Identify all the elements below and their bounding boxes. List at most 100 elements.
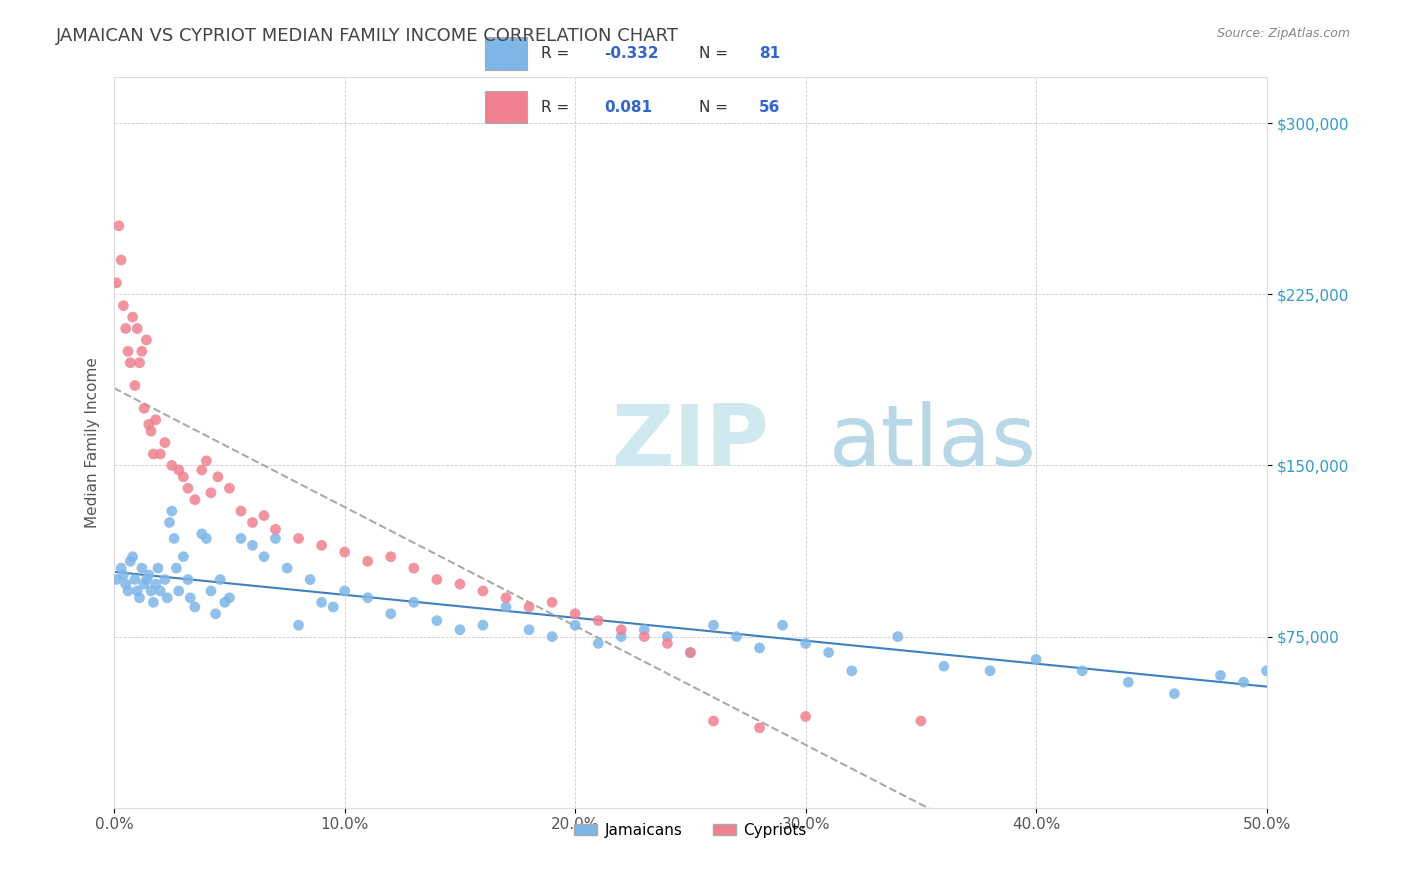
Point <box>725 630 748 644</box>
Point <box>172 549 194 564</box>
FancyBboxPatch shape <box>485 37 527 70</box>
Text: Source: ZipAtlas.com: Source: ZipAtlas.com <box>1216 27 1350 40</box>
Point <box>633 630 655 644</box>
Point <box>184 599 207 614</box>
Point <box>541 630 564 644</box>
Point <box>1302 659 1324 673</box>
Point <box>145 577 167 591</box>
Legend: Jamaicans, Cypriots: Jamaicans, Cypriots <box>568 817 813 844</box>
Point <box>121 549 143 564</box>
Point <box>471 583 494 598</box>
Point <box>131 561 153 575</box>
Point <box>114 321 136 335</box>
Point <box>564 618 586 632</box>
Point <box>287 618 309 632</box>
Point <box>135 333 157 347</box>
Point <box>449 577 471 591</box>
Point <box>209 573 232 587</box>
Point <box>887 630 910 644</box>
Point <box>156 591 179 605</box>
Point <box>748 640 770 655</box>
Point <box>702 714 724 728</box>
Point <box>564 607 586 621</box>
Point <box>333 545 356 559</box>
Point <box>114 577 136 591</box>
Point <box>127 583 149 598</box>
Point <box>124 573 146 587</box>
Point <box>200 485 222 500</box>
Point <box>195 532 218 546</box>
Point <box>105 573 128 587</box>
Point <box>679 646 702 660</box>
Point <box>253 508 276 523</box>
Point <box>160 504 183 518</box>
Point <box>105 276 128 290</box>
Point <box>380 607 402 621</box>
Point <box>135 573 157 587</box>
Point <box>264 532 287 546</box>
Text: 0.081: 0.081 <box>605 100 652 114</box>
Point <box>128 356 150 370</box>
Point <box>117 344 139 359</box>
Point <box>380 549 402 564</box>
Point <box>242 516 264 530</box>
Y-axis label: Median Family Income: Median Family Income <box>86 357 100 528</box>
Point <box>124 378 146 392</box>
Point <box>110 252 132 267</box>
Point <box>932 659 955 673</box>
Point <box>1025 652 1047 666</box>
Point <box>134 401 156 416</box>
Point <box>139 583 162 598</box>
Text: JAMAICAN VS CYPRIOT MEDIAN FAMILY INCOME CORRELATION CHART: JAMAICAN VS CYPRIOT MEDIAN FAMILY INCOME… <box>56 27 679 45</box>
Point <box>153 435 176 450</box>
Point <box>910 714 932 728</box>
Point <box>128 591 150 605</box>
Point <box>172 470 194 484</box>
Point <box>748 721 770 735</box>
Point <box>471 618 494 632</box>
Text: 81: 81 <box>759 46 780 61</box>
Point <box>495 599 517 614</box>
Point <box>149 583 172 598</box>
Point <box>657 630 679 644</box>
Point <box>134 577 156 591</box>
Point <box>541 595 564 609</box>
Point <box>167 583 190 598</box>
Point <box>333 583 356 598</box>
Point <box>402 561 425 575</box>
Point <box>794 636 817 650</box>
Point <box>1163 687 1185 701</box>
Point <box>107 219 129 233</box>
Text: 56: 56 <box>759 100 780 114</box>
Point <box>121 310 143 324</box>
Point <box>112 299 135 313</box>
Point <box>253 549 276 564</box>
Point <box>177 573 200 587</box>
Point <box>357 591 380 605</box>
Point <box>702 618 724 632</box>
Point <box>517 599 540 614</box>
Point <box>311 595 333 609</box>
Point <box>191 463 214 477</box>
Point <box>179 591 201 605</box>
Point <box>322 599 344 614</box>
Point <box>426 573 449 587</box>
Point <box>426 614 449 628</box>
Point <box>979 664 1001 678</box>
Point <box>207 470 229 484</box>
Text: N =: N = <box>700 46 734 61</box>
FancyBboxPatch shape <box>485 91 527 123</box>
Point <box>357 554 380 568</box>
Point <box>229 504 252 518</box>
Point <box>657 636 679 650</box>
Point <box>610 630 633 644</box>
Point <box>204 607 226 621</box>
Point <box>1116 675 1139 690</box>
Point <box>264 522 287 536</box>
Point <box>163 532 186 546</box>
Point <box>1256 664 1278 678</box>
Text: -0.332: -0.332 <box>605 46 659 61</box>
Text: R =: R = <box>541 46 575 61</box>
Point <box>165 561 187 575</box>
Point <box>149 447 172 461</box>
